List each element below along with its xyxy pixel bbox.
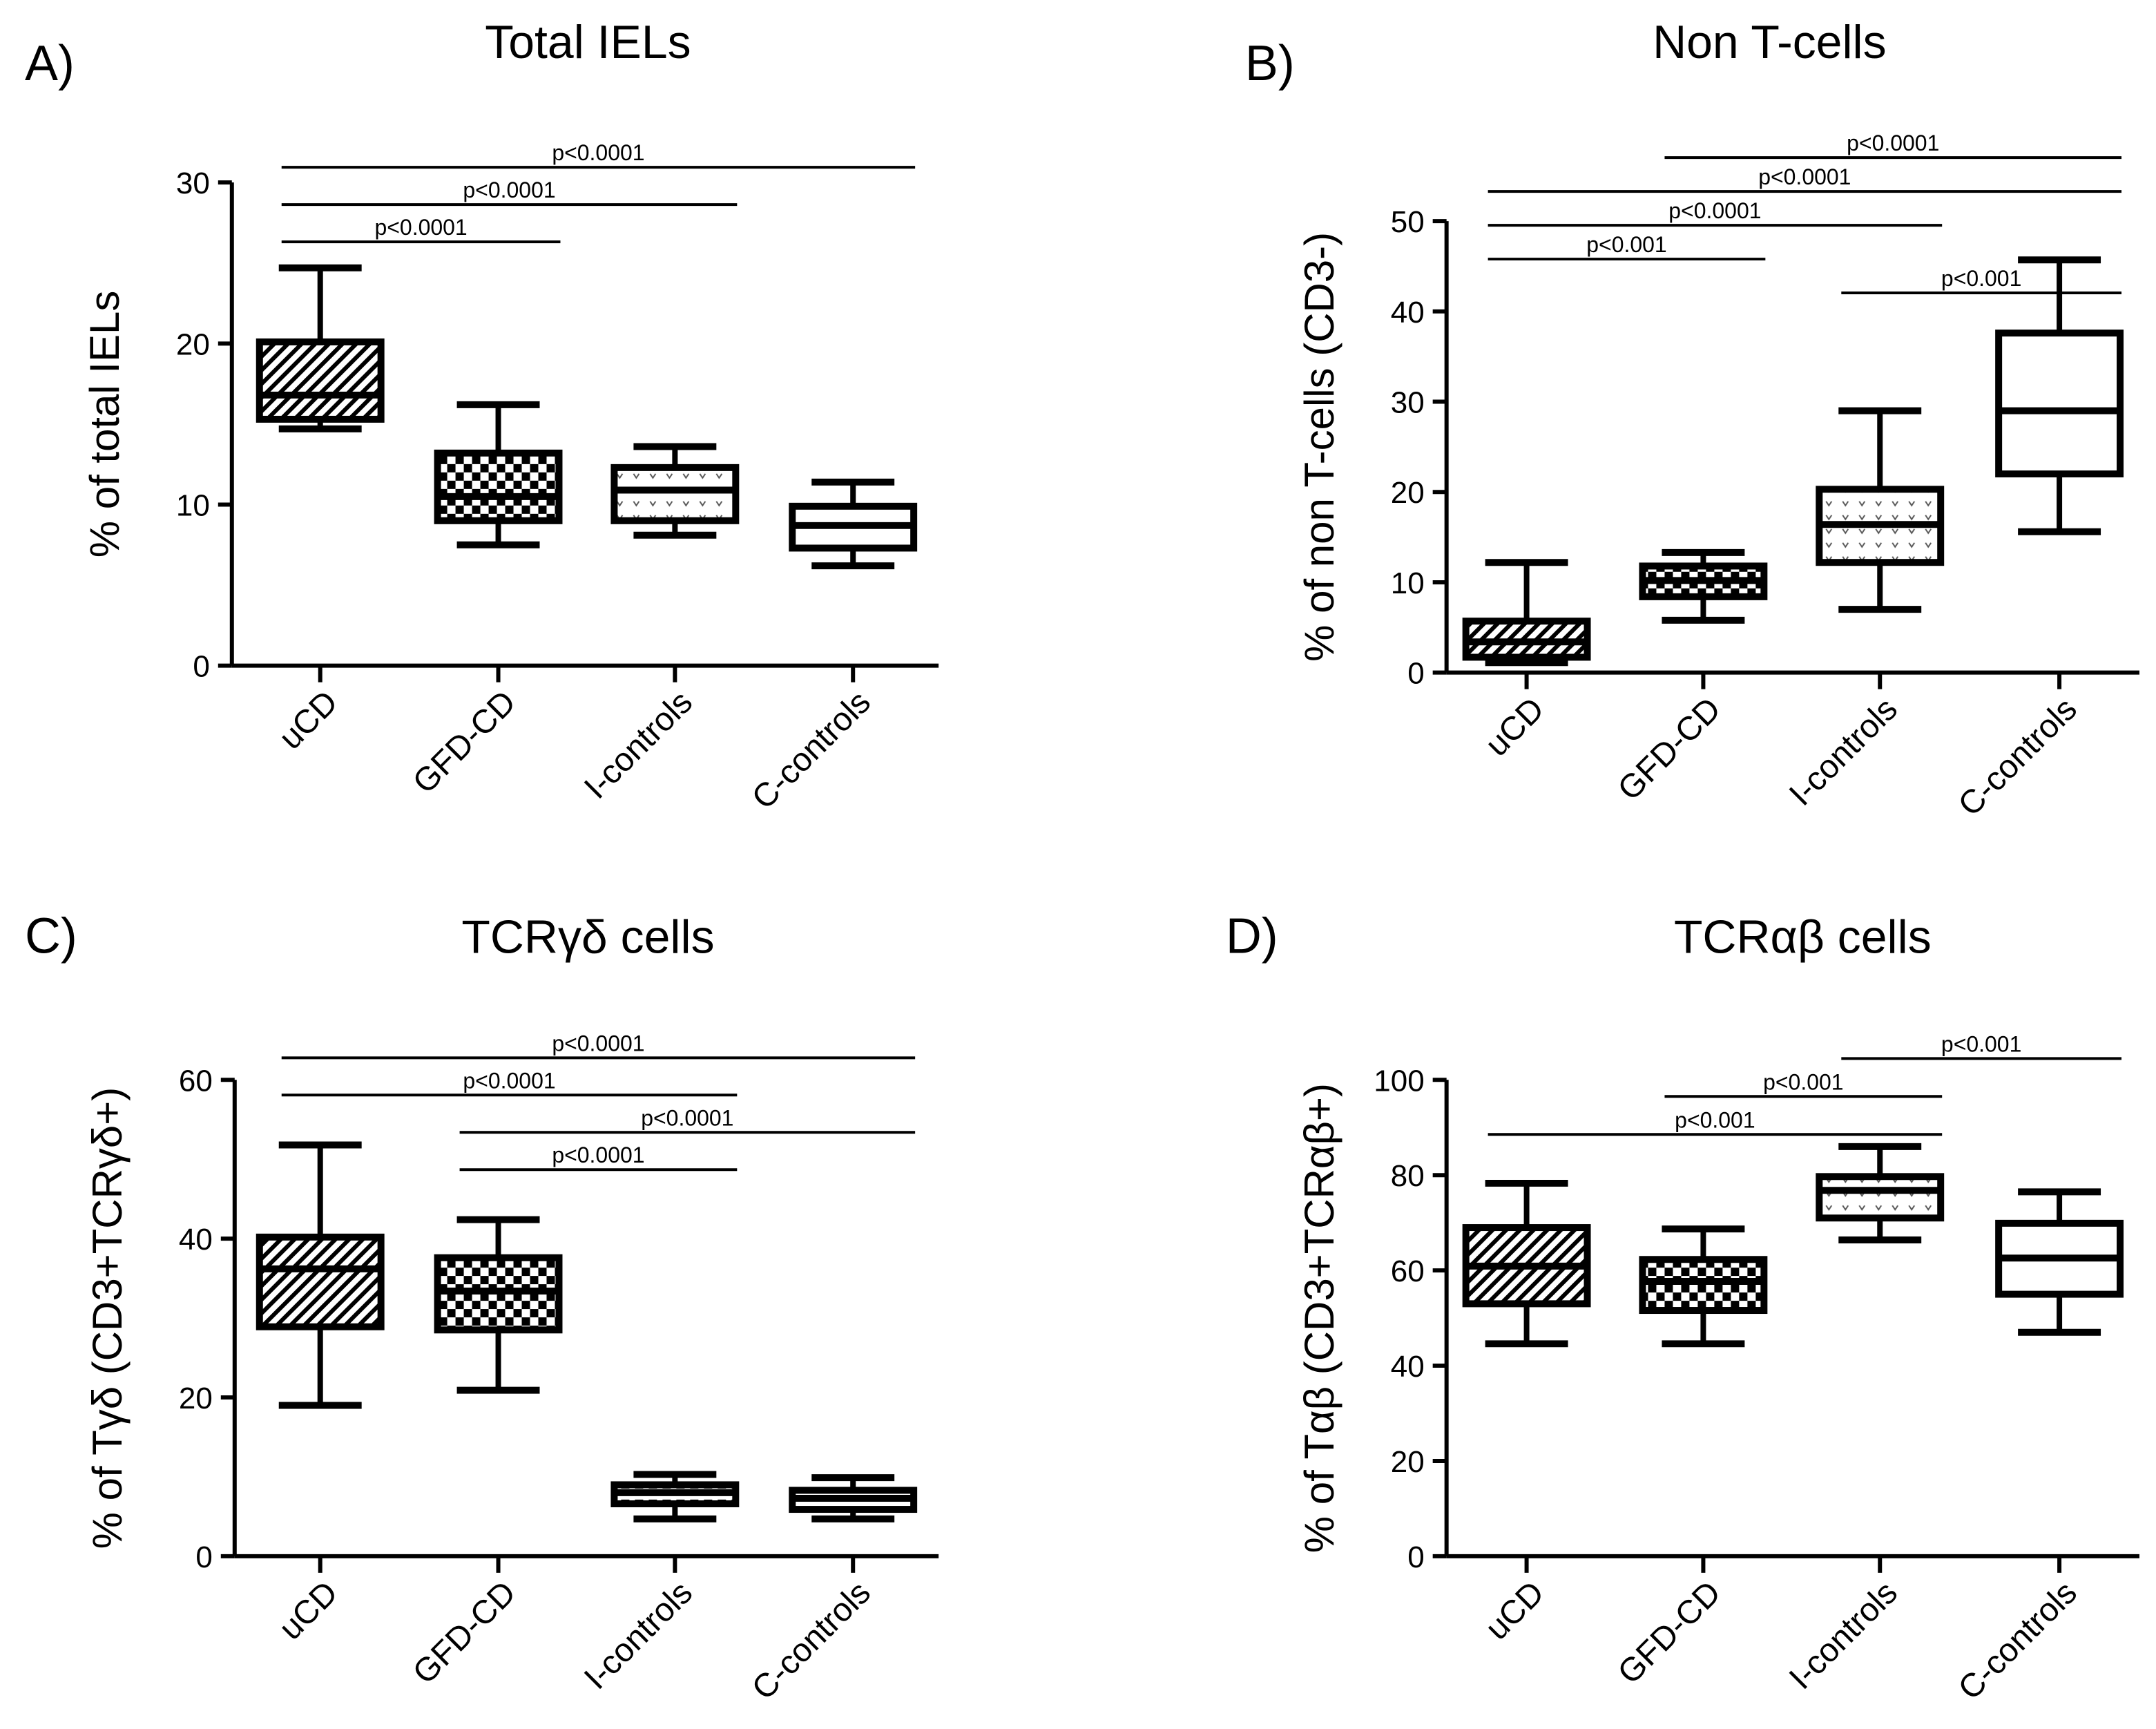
x-tick-label: C-controls: [1952, 691, 2084, 823]
significance-label: p<0.001: [1941, 1031, 2021, 1056]
significance-label: p<0.001: [1941, 266, 2021, 291]
box-i-controls: [1816, 407, 1945, 613]
chart-title: TCRαβ cells: [1674, 910, 1932, 963]
y-tick-label: 0: [195, 1540, 212, 1574]
y-tick-label: 100: [1374, 1064, 1424, 1098]
box-iqr: [256, 338, 385, 423]
x-tick-label: GFD-CD: [1611, 691, 1728, 808]
y-tick-label: 40: [1391, 1350, 1425, 1384]
box-i-controls: [1816, 1143, 1945, 1243]
y-tick-label: 60: [179, 1064, 213, 1098]
y-tick-label: 20: [1391, 476, 1425, 510]
x-tick-label: uCD: [1479, 691, 1551, 763]
x-tick-label: GFD-CD: [1611, 1574, 1728, 1691]
panel-d: D) TCRαβ cells % of Tαβ (CD3+TCRαβ+) 0 20 40 6…: [1226, 908, 2140, 1707]
x-tick-label: C-controls: [745, 684, 878, 816]
x-tick-label: I-controls: [577, 1574, 700, 1697]
box-gfd-cd: [1639, 548, 1768, 624]
y-axis-label: % of non T-cells (CD3-): [1296, 232, 1342, 662]
y-tick-label: 80: [1391, 1159, 1425, 1193]
panel-label: C): [25, 908, 77, 964]
y-tick-label: 10: [1391, 566, 1425, 600]
x-tick-label: uCD: [272, 1574, 345, 1647]
chart-title: TCRγδ cells: [461, 910, 714, 963]
x-tick-label: I-controls: [577, 684, 700, 806]
significance-label: p<0.0001: [463, 178, 555, 202]
box-iqr: [434, 449, 563, 524]
y-axis-label: % of Tαβ (CD3+TCRαβ+): [1296, 1083, 1342, 1553]
y-tick-label: 40: [1391, 296, 1425, 329]
y-tick-label: 0: [1407, 657, 1424, 691]
chart-title: Total IELs: [485, 16, 691, 68]
y-tick-label: 40: [179, 1223, 213, 1257]
significance-label: p<0.0001: [1847, 131, 1939, 155]
y-axis-label: % of total IELs: [81, 291, 128, 558]
box-gfd-cd: [1639, 1225, 1768, 1348]
y-tick-label: 20: [179, 1382, 213, 1415]
x-tick-label: I-controls: [1782, 691, 1905, 813]
significance-label: p<0.0001: [1668, 198, 1761, 223]
significance-label: p<0.001: [1586, 232, 1666, 257]
significance-label: p<0.001: [1675, 1107, 1755, 1132]
box-iqr: [1816, 1173, 1945, 1222]
box-c-controls: [789, 478, 918, 570]
box-iqr: [1995, 329, 2124, 478]
panel-a: A) Total IELs % of total IELs 0 10 20 30 uCD GFD…: [25, 16, 939, 816]
box-i-controls: [610, 443, 740, 539]
y-tick-label: 0: [1407, 1540, 1424, 1574]
x-tick-label: I-controls: [1782, 1574, 1905, 1697]
significance-label: p<0.0001: [374, 215, 467, 240]
box-c-controls: [1995, 256, 2124, 535]
y-tick-label: 20: [176, 327, 210, 361]
significance-label: p<0.0001: [552, 1143, 644, 1167]
panel-c: C) TCRγδ cells % of Tγδ (CD3+TCRγδ+) 0 20 40 6…: [25, 908, 939, 1707]
significance-label: p<0.0001: [552, 1031, 644, 1055]
box-iqr: [256, 1233, 385, 1330]
x-tick-label: GFD-CD: [406, 1574, 523, 1691]
box-gfd-cd: [434, 1216, 563, 1394]
box-iqr: [1639, 1256, 1768, 1315]
panel-b: B) Non T-cells % of non T-cells (CD3-) 0 10 2…: [1245, 16, 2140, 823]
x-tick-label: C-controls: [1952, 1574, 2084, 1707]
chart-title: Non T-cells: [1653, 16, 1887, 68]
y-tick-label: 10: [176, 488, 210, 522]
y-axis-label: % of Tγδ (CD3+TCRγδ+): [84, 1087, 131, 1549]
y-tick-label: 60: [1391, 1254, 1425, 1288]
y-tick-label: 30: [176, 166, 210, 200]
significance-label: p<0.0001: [1758, 164, 1851, 189]
significance-label: p<0.0001: [552, 140, 644, 165]
significance-label: p<0.001: [1763, 1069, 1843, 1094]
box-ucd: [1462, 559, 1591, 667]
significance-label: p<0.0001: [641, 1105, 733, 1130]
y-tick-label: 0: [193, 650, 209, 684]
box-iqr: [610, 464, 740, 524]
box-c-controls: [789, 1474, 918, 1522]
y-tick-label: 30: [1391, 386, 1425, 420]
box-ucd: [1462, 1179, 1591, 1348]
x-tick-label: uCD: [272, 684, 345, 756]
x-tick-label: C-controls: [745, 1574, 878, 1707]
box-c-controls: [1995, 1188, 2124, 1336]
box-i-controls: [610, 1471, 740, 1522]
panel-label: A): [25, 36, 75, 91]
box-gfd-cd: [434, 401, 563, 548]
panel-label: B): [1245, 36, 1295, 91]
y-tick-label: 20: [1391, 1445, 1425, 1479]
box-ucd: [256, 1141, 385, 1409]
x-tick-label: uCD: [1479, 1574, 1551, 1647]
significance-label: p<0.0001: [463, 1068, 555, 1093]
y-tick-label: 50: [1391, 205, 1425, 239]
x-tick-label: GFD-CD: [406, 684, 523, 801]
box-ucd: [256, 264, 385, 432]
panel-label: D): [1226, 908, 1278, 964]
